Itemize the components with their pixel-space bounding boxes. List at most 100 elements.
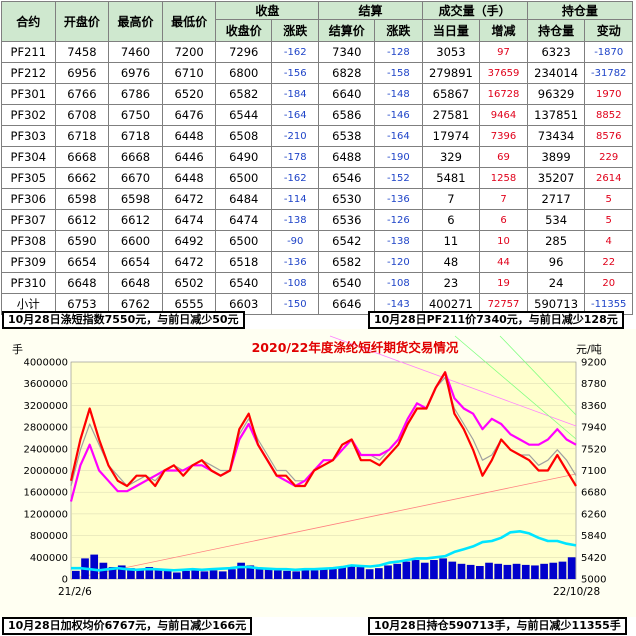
table-row: PF301 6766 6786 6520 6582 -184 6640 -148 65867 16… bbox=[1, 83, 633, 105]
cell-close: 6582 bbox=[215, 83, 273, 105]
cell-close-change: -178 bbox=[271, 146, 320, 168]
left-tick-label: 2800000 bbox=[23, 423, 68, 434]
cell-contract: PF301 bbox=[1, 83, 56, 105]
cell-close: 6500 bbox=[215, 230, 273, 252]
avg-price-note: 10月28日加权均价6767元，与前日减少166元 bbox=[2, 617, 253, 635]
header-oi-amount: 持仓量 bbox=[526, 19, 586, 42]
cell-open: 6598 bbox=[54, 188, 110, 210]
cell-close-change: -90 bbox=[271, 230, 320, 252]
cell-close-change: -114 bbox=[271, 188, 320, 210]
cell-volume: 6 bbox=[421, 209, 481, 231]
left-axis-ticks: 0 400000 800000 1200000 1600000 2000000 240000… bbox=[23, 358, 68, 586]
cell-high: 6612 bbox=[108, 209, 163, 231]
cell-oi: 6323 bbox=[526, 41, 586, 63]
volume-bar bbox=[338, 567, 346, 579]
volume-bar bbox=[439, 558, 447, 579]
cell-close-change: -108 bbox=[271, 272, 320, 294]
cell-volume-change: 19 bbox=[479, 272, 528, 294]
trend-lines bbox=[70, 335, 577, 580]
cell-oi: 2717 bbox=[526, 188, 586, 210]
cell-low: 6710 bbox=[161, 62, 217, 84]
volume-bars bbox=[72, 554, 576, 579]
volume-bar bbox=[540, 563, 548, 579]
cell-oi-change: 1970 bbox=[584, 83, 633, 105]
cell-high: 6668 bbox=[108, 146, 163, 168]
chart: 0 400000 800000 1200000 1600000 2000000 240000… bbox=[0, 329, 636, 617]
series-lines bbox=[69, 371, 577, 572]
trend-line-green-a bbox=[454, 335, 577, 440]
cell-close: 6800 bbox=[215, 62, 273, 84]
cell-oi-change: -1870 bbox=[584, 41, 633, 63]
cell-oi: 534 bbox=[526, 209, 586, 231]
cell-close: 6518 bbox=[215, 251, 273, 273]
left-tick-label: 1600000 bbox=[23, 488, 68, 499]
header-settle-price: 结算价 bbox=[318, 19, 376, 42]
volume-bar bbox=[163, 570, 172, 579]
cell-low: 6446 bbox=[161, 146, 217, 168]
table-body: PF211 7458 7460 7200 7296 -162 7340 -128 3053 97 6… bbox=[1, 41, 633, 315]
cell-open: 6648 bbox=[54, 272, 110, 294]
cell-volume: 11 bbox=[421, 230, 481, 252]
volume-bar bbox=[145, 567, 154, 579]
volume-bar bbox=[301, 570, 310, 579]
volume-bar bbox=[531, 565, 539, 579]
volume-bar bbox=[283, 570, 291, 579]
volume-bar bbox=[182, 570, 190, 579]
volume-bar bbox=[494, 563, 503, 579]
header-close-price: 收盘价 bbox=[215, 19, 273, 42]
left-tick-label: 2000000 bbox=[23, 466, 68, 477]
right-tick-label: 5420 bbox=[581, 553, 606, 564]
cell-oi: 3899 bbox=[526, 146, 586, 168]
cell-contract: PF303 bbox=[1, 125, 56, 147]
header-low: 最低价 bbox=[161, 1, 217, 42]
cell-close: 6603 bbox=[215, 293, 273, 315]
cell-volume-change: 69 bbox=[479, 146, 528, 168]
cell-volume-change: 37659 bbox=[479, 62, 528, 84]
cell-oi-change: 8576 bbox=[584, 125, 633, 147]
header-day-volume: 当日量 bbox=[421, 19, 481, 42]
x-start-label: 21/2/6 bbox=[58, 586, 92, 598]
cell-oi-change: 5 bbox=[584, 209, 633, 231]
volume-bar bbox=[191, 570, 200, 579]
cell-volume-change: 16728 bbox=[479, 83, 528, 105]
trend-line-upper bbox=[329, 335, 577, 427]
cell-settle-change: -126 bbox=[374, 209, 423, 231]
cell-oi-change: 20 bbox=[584, 272, 633, 294]
volume-bar bbox=[411, 560, 420, 579]
cell-settle-change: -108 bbox=[374, 272, 423, 294]
cell-high: 6670 bbox=[108, 167, 163, 189]
volume-bar bbox=[356, 567, 365, 579]
volume-bar bbox=[228, 569, 236, 579]
cell-settle-change: -128 bbox=[374, 41, 423, 63]
cell-low: 6474 bbox=[161, 209, 217, 231]
cell-high: 6786 bbox=[108, 83, 163, 105]
table-row: PF307 6612 6612 6474 6474 -138 6536 -126 6 6 534 5 bbox=[1, 209, 633, 231]
volume-bar bbox=[209, 570, 218, 579]
volume-bar bbox=[347, 564, 356, 579]
cell-close: 6500 bbox=[215, 167, 273, 189]
cell-settle: 7340 bbox=[318, 41, 376, 63]
right-tick-label: 8360 bbox=[581, 401, 606, 412]
volume-bar bbox=[384, 565, 392, 579]
cell-oi-change: -31782 bbox=[584, 62, 633, 84]
header-close-change: 涨跌 bbox=[271, 19, 320, 42]
cell-high: 6718 bbox=[108, 125, 163, 147]
cell-open: 6662 bbox=[54, 167, 110, 189]
left-tick-label: 3600000 bbox=[23, 379, 68, 390]
cell-settle: 6538 bbox=[318, 125, 376, 147]
volume-bar bbox=[521, 564, 530, 579]
price-line-red bbox=[69, 371, 577, 488]
cell-contract: PF310 bbox=[1, 272, 56, 294]
cell-open: 6654 bbox=[54, 251, 110, 273]
cell-close-change: -136 bbox=[271, 251, 320, 273]
cell-settle: 6536 bbox=[318, 209, 376, 231]
header-settle: 结算 bbox=[318, 1, 423, 20]
cell-settle-change: -190 bbox=[374, 146, 423, 168]
cell-contract: PF307 bbox=[1, 209, 56, 231]
cell-low: 6520 bbox=[161, 83, 217, 105]
cell-volume: 7 bbox=[421, 188, 481, 210]
cell-oi-change: 4 bbox=[584, 230, 633, 252]
volume-bar bbox=[375, 568, 383, 579]
cell-open: 6708 bbox=[54, 104, 110, 126]
table-row: PF303 6718 6718 6448 6508 -210 6538 -164 17974 73… bbox=[1, 125, 633, 147]
